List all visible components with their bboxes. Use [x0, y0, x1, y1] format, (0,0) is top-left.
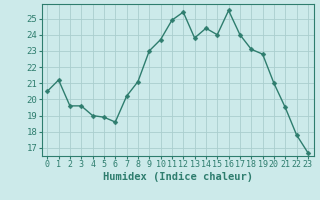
X-axis label: Humidex (Indice chaleur): Humidex (Indice chaleur): [103, 172, 252, 182]
